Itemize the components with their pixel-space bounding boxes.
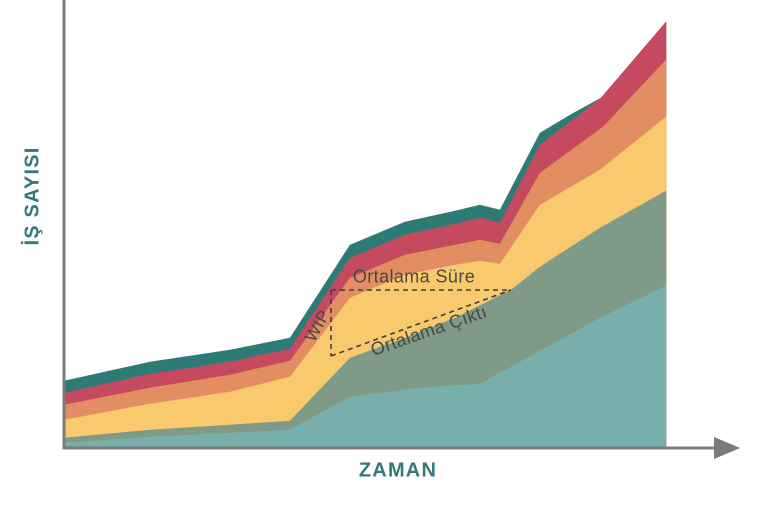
x-axis-arrowhead-icon (714, 437, 740, 459)
annotation-ortalama-sure-label: Ortalama Süre (352, 266, 476, 287)
x-axis-label: ZAMAN (358, 459, 438, 482)
y-axis-label: İŞ SAYISI (21, 146, 44, 246)
avg-throughput-dashed-line (330, 289, 512, 357)
